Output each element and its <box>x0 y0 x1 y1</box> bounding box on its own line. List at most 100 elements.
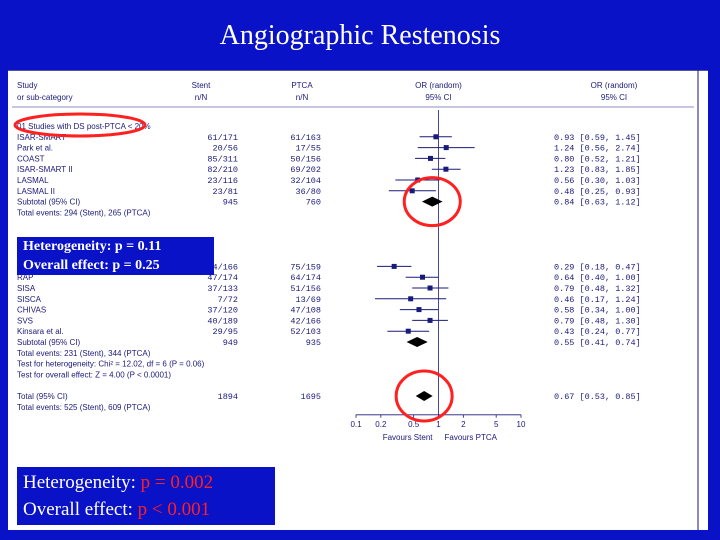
row-7-diamond <box>421 196 443 207</box>
row-3-stent: 85/311 <box>207 154 238 164</box>
row-1-or-text: 0.93 [0.59, 1.45] <box>554 133 641 143</box>
row-19-stent: 29/95 <box>212 327 238 337</box>
row-14-stent: 47/174 <box>207 273 238 283</box>
row-1-stent: 61/171 <box>207 133 238 143</box>
row-17-point <box>416 307 422 313</box>
row-16-or-text: 0.46 [0.17, 1.24] <box>554 295 641 305</box>
highlight-group1-label-ellipse <box>13 112 147 138</box>
row-17-stent: 37/120 <box>207 306 238 316</box>
forest-plot-panel: Study or sub-category Stent n/N PTCA n/N OR (r… <box>8 70 708 530</box>
row-5-stent: 23/116 <box>207 176 238 186</box>
overall-stats-box: Heterogeneity: p = 0.002 Overall effect:… <box>17 467 275 525</box>
subgroup1-heterogeneity: Heterogeneity: p = 0.11 <box>23 239 162 254</box>
row-7-or-text: 0.84 [0.63, 1.12] <box>554 198 641 208</box>
row-19-or-text: 0.43 [0.24, 0.77] <box>554 327 641 337</box>
overall-heterogeneity: Heterogeneity: p = 0.002 <box>23 472 214 493</box>
row-26-label: Total events: 525 (Stent), 609 (PTCA) <box>17 403 151 412</box>
header-ci-plot: 95% CI <box>425 93 451 102</box>
row-25-diamond <box>415 391 433 401</box>
row-5-label: LASMAL <box>17 176 49 185</box>
row-1-ptca: 61/163 <box>290 133 321 143</box>
row-25-or-text: 0.67 [0.53, 0.85] <box>554 392 641 402</box>
row-16-label: SISCA <box>17 295 42 304</box>
row-15-ptca: 51/156 <box>290 284 321 294</box>
row-7-label: Subtotal (95% CI) <box>17 198 80 207</box>
row-25-label: Total (95% CI) <box>17 392 68 401</box>
row-25-ptca: 1695 <box>301 392 321 402</box>
row-23-label: Test for overall effect: Z = 4.00 (P < 0… <box>17 370 171 379</box>
header-or-text: OR (random) <box>591 81 638 90</box>
x-tick-label-3: 1 <box>436 420 441 429</box>
forest-plot: Study or sub-category Stent n/N PTCA n/N OR (r… <box>8 70 708 530</box>
row-18-ptca: 42/166 <box>290 316 321 326</box>
row-5-or-text: 0.56 [0.30, 1.03] <box>554 176 641 186</box>
header-stent-nN: n/N <box>195 93 208 102</box>
row-4-stent: 82/210 <box>207 165 238 175</box>
row-15-point <box>427 285 433 291</box>
row-2-ptca: 17/55 <box>295 144 321 154</box>
x-tick-label-4: 2 <box>461 420 466 429</box>
row-22-label: Test for heterogeneity: Chi² = 12.02, df… <box>17 360 205 369</box>
row-19-label: Kinsara et al. <box>17 327 64 336</box>
row-19-point <box>405 328 411 334</box>
slide-title: Angiographic Restenosis <box>219 20 501 51</box>
row-20-label: Subtotal (95% CI) <box>17 338 80 347</box>
row-4-label: ISAR-SMART II <box>17 165 73 174</box>
header-ptca: PTCA <box>291 81 313 90</box>
row-14-or-text: 0.64 [0.40, 1.00] <box>554 273 641 283</box>
favours-ptca-label: Favours PTCA <box>445 433 498 442</box>
x-tick-label-0: 0.1 <box>350 420 362 429</box>
row-18-point <box>427 317 433 323</box>
header-ci-text: 95% CI <box>601 93 627 102</box>
row-6-stent: 23/81 <box>212 187 238 197</box>
row-2-label: Park et al. <box>17 144 53 153</box>
row-20-or-text: 0.55 [0.41, 0.74] <box>554 338 641 348</box>
row-16-ptca: 13/69 <box>295 295 321 305</box>
row-7-stent: 945 <box>223 198 238 208</box>
header-stent: Stent <box>192 81 211 90</box>
row-20-stent: 949 <box>223 338 238 348</box>
row-13-point <box>391 263 397 269</box>
row-2-point <box>443 145 449 151</box>
row-17-or-text: 0.58 [0.34, 1.00] <box>554 306 641 316</box>
row-13-ptca: 75/159 <box>290 262 321 272</box>
row-5-ptca: 32/104 <box>290 176 321 186</box>
row-16-point <box>408 296 414 302</box>
row-1-point <box>433 134 439 140</box>
header-ptca-nN: n/N <box>296 93 309 102</box>
row-1-label: ISAR-SMART <box>17 133 66 142</box>
row-6-point <box>409 188 415 194</box>
row-15-label: SISA <box>17 284 36 293</box>
row-2-stent: 20/56 <box>212 144 238 154</box>
row-20-ptca: 935 <box>306 338 321 348</box>
row-0-label: 01 Studies with DS post-PTCA < 20% <box>17 122 151 131</box>
x-tick-label-1: 0.2 <box>375 420 387 429</box>
favours-stent-label: Favours Stent <box>383 433 434 442</box>
row-18-or-text: 0.79 [0.48, 1.30] <box>554 316 641 326</box>
header-study: Study <box>17 81 37 90</box>
header-subcategory: or sub-category <box>17 93 73 102</box>
row-14-point <box>420 274 426 280</box>
row-3-label: COAST <box>17 154 45 163</box>
row-6-or-text: 0.48 [0.25, 0.93] <box>554 187 641 197</box>
row-2-or-text: 1.24 [0.56, 2.74] <box>554 144 641 154</box>
row-13-or-text: 0.29 [0.18, 0.47] <box>554 262 641 272</box>
row-17-label: CHIVAS <box>17 306 46 315</box>
x-tick-label-6: 10 <box>517 420 526 429</box>
row-18-stent: 40/189 <box>207 316 238 326</box>
row-25-stent: 1894 <box>218 392 238 402</box>
row-6-label: LASMAL II <box>17 187 55 196</box>
row-18-label: SVS <box>17 316 33 325</box>
row-14-ptca: 64/174 <box>290 273 321 283</box>
row-16-stent: 7/72 <box>218 295 238 305</box>
row-8-label: Total events: 294 (Stent), 265 (PTCA) <box>17 208 151 217</box>
header-or-plot: OR (random) <box>415 81 462 90</box>
row-4-point <box>443 166 449 172</box>
row-6-ptca: 36/80 <box>295 187 321 197</box>
row-17-ptca: 47/108 <box>290 306 321 316</box>
highlight-total-ellipse <box>394 369 454 423</box>
row-20-diamond <box>406 337 428 347</box>
row-15-stent: 37/133 <box>207 284 238 294</box>
row-15-or-text: 0.79 [0.48, 1.32] <box>554 284 641 294</box>
row-21-label: Total events: 231 (Stent), 344 (PTCA) <box>17 349 151 358</box>
